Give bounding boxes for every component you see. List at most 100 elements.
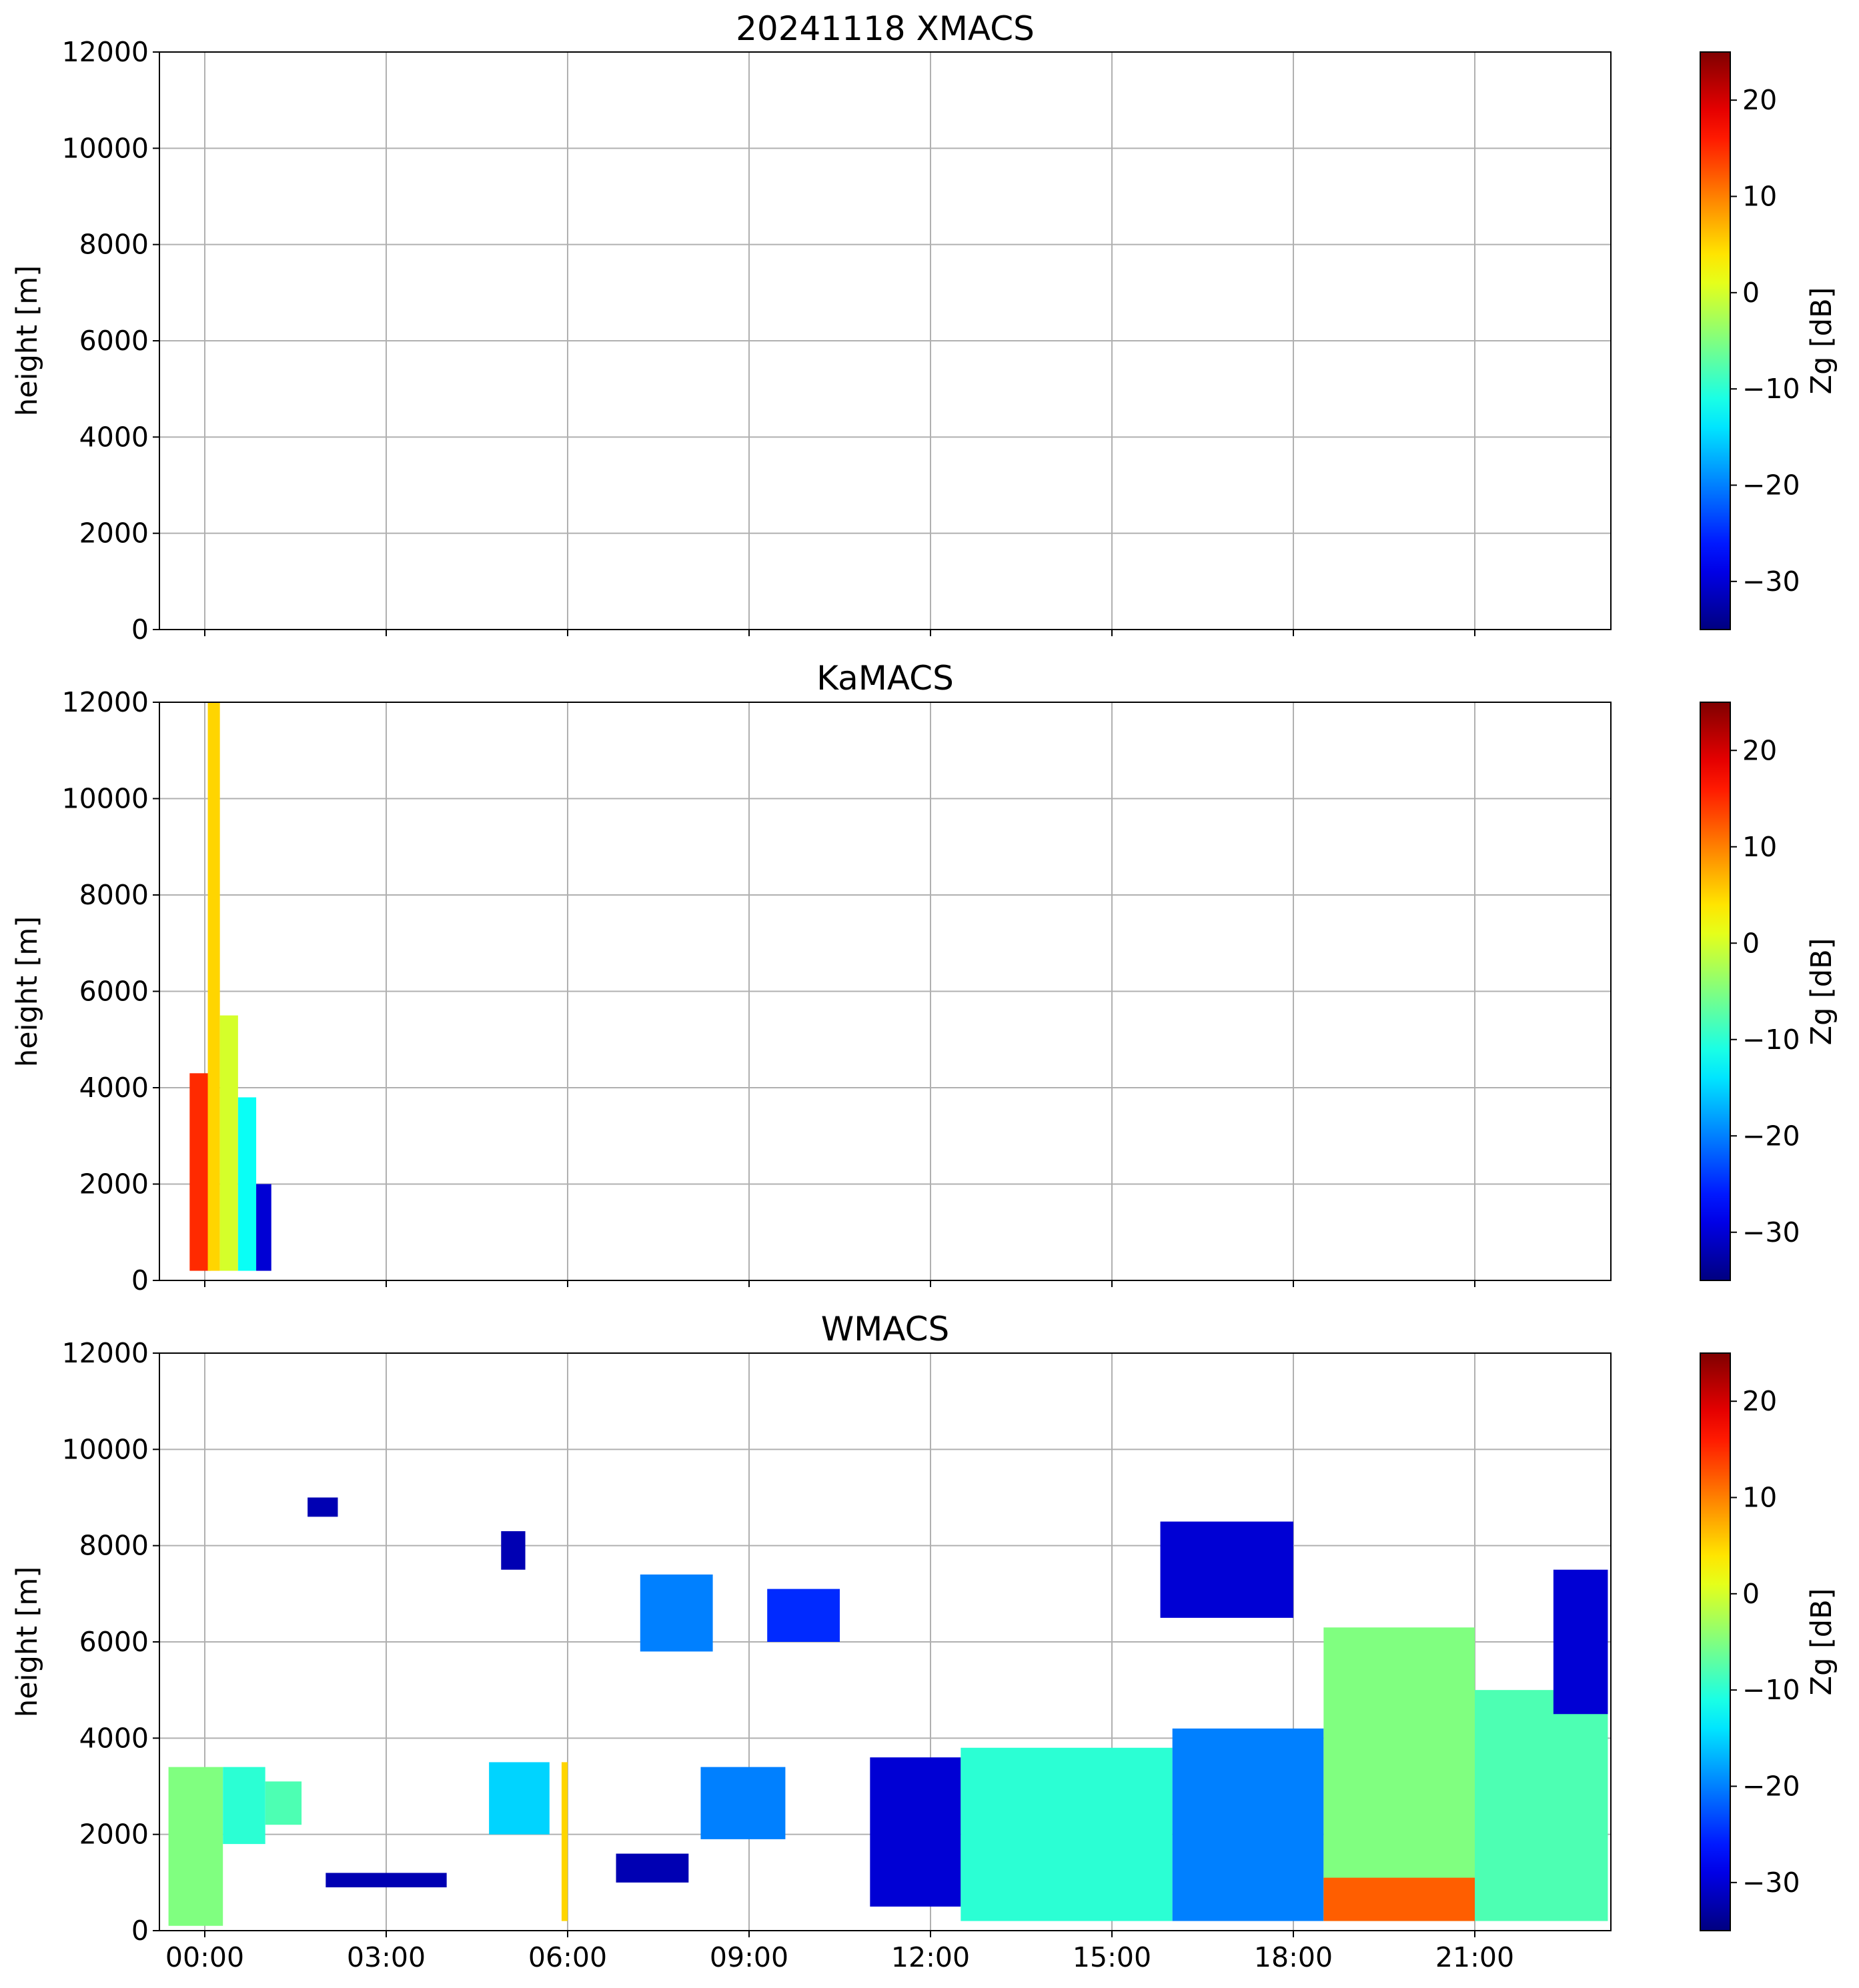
echo-region — [1323, 1627, 1475, 1921]
y-tick-label: 8000 — [79, 879, 149, 911]
x-grid — [204, 52, 1475, 630]
x-tick-label: 12:00 — [891, 1941, 970, 1973]
x-tick-label: 18:00 — [1254, 1941, 1333, 1973]
y-ticks: 0 2000 4000 6000 8000 10000 12000 — [62, 1337, 159, 1947]
y-tick-label: 4000 — [79, 1072, 149, 1104]
x-tick-label: 09:00 — [710, 1941, 788, 1973]
y-axis-label: height [m] — [11, 1567, 44, 1717]
colorbar-tick-label: 20 — [1742, 734, 1777, 766]
panel-kamacs: KaMACS 0 2000 4000 6000 8000 10000 12000 heigh… — [11, 659, 1838, 1296]
y-grid — [159, 702, 1611, 1281]
y-tick-label: 6000 — [79, 325, 149, 357]
colorbar-tick-label: 0 — [1742, 927, 1760, 959]
y-tick-label: 12000 — [62, 36, 149, 68]
x-ticks: 00:00 03:00 06:00 09:00 12:00 15:00 18:00 21:00 — [165, 1931, 1514, 1973]
echo-region — [1160, 1521, 1293, 1618]
echo-layer — [189, 702, 271, 1271]
y-ticks: 0 2000 4000 6000 8000 10000 12000 — [62, 36, 159, 646]
x-tick-label: 03:00 — [347, 1941, 426, 1973]
colorbar-label: Zg [dB] — [1805, 1589, 1838, 1696]
colorbar-tick-label: −10 — [1742, 1024, 1800, 1056]
x-tick-label: 00:00 — [165, 1941, 244, 1973]
y-tick-label: 4000 — [79, 421, 149, 453]
y-tick-label: 10000 — [62, 1433, 149, 1465]
y-grid — [159, 51, 1611, 630]
echo-region — [1553, 1569, 1608, 1715]
colorbar-tick-label: −20 — [1742, 1120, 1800, 1152]
echo-layer — [168, 1497, 1608, 1926]
y-tick-label: 8000 — [79, 229, 149, 261]
echo-region — [767, 1589, 840, 1642]
echo-region — [1172, 1728, 1324, 1921]
y-tick-label: 12000 — [62, 686, 149, 718]
x-tick-label: 21:00 — [1435, 1941, 1514, 1973]
panel-title: 20241118 XMACS — [736, 9, 1035, 48]
colorbar-tick-label: −30 — [1742, 566, 1800, 598]
colorbar-label: Zg [dB] — [1805, 287, 1838, 395]
echo-region — [1475, 1690, 1608, 1921]
echo-region — [501, 1531, 526, 1570]
echo-region — [207, 702, 220, 1271]
colorbar-tick-label: −10 — [1742, 1674, 1800, 1706]
y-tick-label: 0 — [131, 614, 149, 646]
y-tick-label: 4000 — [79, 1722, 149, 1754]
echo-region — [489, 1762, 550, 1835]
echo-region — [168, 1767, 223, 1926]
y-tick-label: 10000 — [62, 783, 149, 815]
echo-region — [265, 1781, 302, 1825]
colorbar — [1700, 702, 1731, 1281]
x-ticks — [204, 1280, 1475, 1287]
colorbar-tick-label: 10 — [1742, 1482, 1777, 1514]
colorbar-ticks: −30 −20 −10 0 10 20 — [1730, 1385, 1800, 1899]
colorbar-tick-label: 0 — [1742, 1578, 1760, 1610]
panel-title: WMACS — [821, 1310, 950, 1348]
y-axis-label: height [m] — [11, 265, 44, 416]
y-axis-label: height [m] — [11, 916, 44, 1067]
y-tick-label: 0 — [131, 1264, 149, 1296]
colorbar-tick-label: 20 — [1742, 84, 1777, 116]
echo-region — [237, 1097, 257, 1271]
echo-region — [640, 1574, 713, 1652]
panel-title: KaMACS — [816, 659, 954, 698]
x-tick-label: 06:00 — [528, 1941, 607, 1973]
y-tick-label: 0 — [131, 1915, 149, 1947]
colorbar — [1700, 1352, 1731, 1931]
y-tick-label: 6000 — [79, 1626, 149, 1658]
colorbar-tick-label: −20 — [1742, 469, 1800, 502]
echo-region — [616, 1853, 689, 1883]
y-tick-label: 2000 — [79, 518, 149, 550]
y-ticks: 0 2000 4000 6000 8000 10000 12000 — [62, 686, 159, 1296]
colorbar-tick-label: 10 — [1742, 831, 1777, 863]
y-tick-label: 6000 — [79, 976, 149, 1008]
echo-region — [961, 1747, 1173, 1921]
echo-region — [1323, 1877, 1475, 1921]
panel-xmacs: 20241118 XMACS 0 2000 4000 6000 8000 10000 120… — [11, 9, 1838, 646]
echo-region — [326, 1873, 447, 1888]
x-tick-label: 15:00 — [1073, 1941, 1151, 1973]
echo-region — [223, 1767, 265, 1845]
echo-region — [870, 1757, 961, 1907]
colorbar-tick-label: −10 — [1742, 373, 1800, 405]
colorbar-tick-label: 10 — [1742, 181, 1777, 213]
echo-region — [219, 1015, 238, 1271]
colorbar-tick-label: −20 — [1742, 1771, 1800, 1803]
colorbar-label: Zg [dB] — [1805, 938, 1838, 1046]
echo-region — [561, 1762, 568, 1921]
colorbar-tick-label: −30 — [1742, 1216, 1800, 1248]
y-tick-label: 12000 — [62, 1337, 149, 1369]
y-tick-label: 8000 — [79, 1530, 149, 1562]
colorbar — [1700, 51, 1731, 630]
y-tick-label: 10000 — [62, 132, 149, 164]
colorbar-tick-label: 20 — [1742, 1385, 1777, 1417]
echo-region — [256, 1184, 271, 1271]
y-tick-label: 2000 — [79, 1819, 149, 1851]
x-ticks — [204, 630, 1475, 636]
echo-region — [189, 1073, 211, 1271]
y-tick-label: 2000 — [79, 1168, 149, 1200]
colorbar-tick-label: 0 — [1742, 277, 1760, 309]
echo-region — [307, 1497, 338, 1517]
colorbar-ticks: −30 −20 −10 0 10 20 — [1730, 734, 1800, 1248]
echo-region — [700, 1767, 786, 1839]
